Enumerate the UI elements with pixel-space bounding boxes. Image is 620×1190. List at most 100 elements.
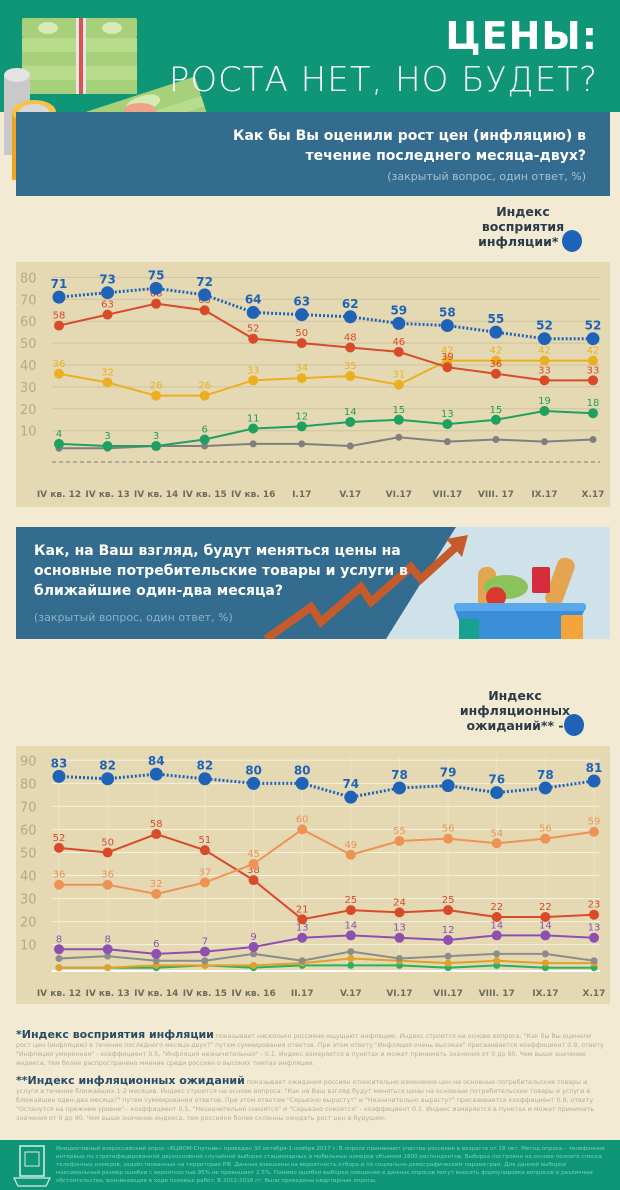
x-tick-label: IV кв. 16 <box>231 989 275 999</box>
data-point <box>493 957 501 965</box>
data-label: 8 <box>104 934 110 945</box>
data-point <box>443 833 454 844</box>
data-label: 15 <box>392 405 405 416</box>
data-point <box>393 414 404 425</box>
data-label: 13 <box>296 923 309 934</box>
data-point <box>393 346 404 357</box>
series-line <box>59 957 594 969</box>
legend-item-index: Индекс инфляционных ожиданий** - <box>440 688 590 736</box>
data-point <box>490 368 501 379</box>
data-point <box>104 952 112 960</box>
data-label: 32 <box>150 879 163 890</box>
data-label: 14 <box>344 920 357 931</box>
data-label: 82 <box>197 759 214 773</box>
series-line <box>58 832 595 921</box>
data-point <box>392 316 406 330</box>
y-tick-label: 50 <box>20 337 37 352</box>
data-label: 23 <box>588 900 601 911</box>
data-point <box>443 935 454 946</box>
data-label: 36 <box>53 870 66 881</box>
series-3: 4 3 3 6 11 12 14 15 13 15 19 18 <box>54 396 600 452</box>
data-label: 71 <box>51 277 68 291</box>
series-1: 586368655250484639363333 <box>53 289 599 386</box>
data-label: 52 <box>247 324 260 335</box>
data-point <box>295 308 309 322</box>
data-label: 21 <box>296 904 309 915</box>
data-point <box>199 877 210 888</box>
series-2: 36 32 26 26 33 34 35 31 42 42 42 42 <box>53 346 600 401</box>
data-label: 80 <box>245 763 262 777</box>
data-label: 79 <box>440 766 457 780</box>
data-point <box>151 888 162 899</box>
data-label: 73 <box>99 273 116 287</box>
data-point <box>346 442 354 450</box>
data-label: 4 <box>56 429 62 440</box>
data-point <box>298 957 306 965</box>
data-point <box>52 769 66 783</box>
data-point <box>343 310 357 324</box>
series-line <box>59 964 594 969</box>
data-point <box>587 774 601 788</box>
basket-illustration <box>263 527 610 639</box>
data-point <box>538 781 552 795</box>
y-tick-label: 10 <box>20 425 37 440</box>
question-2-text: Как, на Ваш взгляд, будут меняться цены … <box>34 543 408 599</box>
data-point <box>54 438 64 449</box>
chart-2: 10 20 30 40 50 60 70 80 90 IV кв. 12 IV кв. 13 IV к… <box>20 754 605 999</box>
data-label: 45 <box>247 849 260 860</box>
data-point <box>54 320 64 331</box>
data-point <box>248 375 259 386</box>
data-point <box>199 845 210 856</box>
data-label: 50 <box>101 837 114 848</box>
question-2-note: (закрытый вопрос, один ответ, %) <box>34 611 233 624</box>
data-label: 51 <box>199 835 212 846</box>
data-point <box>395 433 403 441</box>
data-label: 52 <box>53 833 66 844</box>
data-point <box>55 954 63 962</box>
x-tick-label: IV кв. 15 <box>183 989 227 999</box>
x-tick-label: IV кв. 13 <box>85 989 129 999</box>
data-point <box>345 342 356 353</box>
x-tick-label: VII.17 <box>433 490 463 500</box>
data-label: 7 <box>202 937 208 948</box>
series-line <box>58 409 594 448</box>
data-label: 58 <box>53 311 66 322</box>
data-point <box>248 859 259 869</box>
data-point <box>392 781 406 795</box>
chart-1: 10 20 30 40 50 60 70 80 IV кв. 12 IV кв. 13 IV кв.… <box>20 268 604 500</box>
data-point <box>54 368 64 379</box>
series-line <box>59 828 595 895</box>
data-point <box>541 950 549 958</box>
data-label: 14 <box>344 407 357 418</box>
data-point <box>347 954 355 962</box>
data-point <box>491 930 502 941</box>
data-point <box>540 930 551 941</box>
series-5 <box>55 954 598 972</box>
x-tick-label: V.17 <box>339 490 361 500</box>
data-point <box>248 333 259 344</box>
data-label: 38 <box>247 865 260 876</box>
series-line <box>58 302 593 382</box>
data-label: 18 <box>587 398 600 409</box>
data-point <box>590 957 598 965</box>
y-tick-label: 80 <box>20 777 37 792</box>
data-label: 42 <box>587 346 600 357</box>
data-label: 76 <box>488 773 505 787</box>
question-2-banner: Как, на Ваш взгляд, будут меняться цены … <box>16 527 610 639</box>
data-label: 12 <box>295 411 308 422</box>
data-point <box>442 362 453 373</box>
data-point <box>394 835 405 846</box>
x-tick-label: IV кв. 14 <box>134 490 178 500</box>
x-tick-label: VIII. 17 <box>479 989 515 999</box>
y-tick-label: 20 <box>20 916 37 931</box>
data-label: 84 <box>148 754 165 768</box>
data-point <box>201 442 209 450</box>
data-label: 63 <box>293 295 310 309</box>
x-tick-label: IV кв. 14 <box>134 989 178 999</box>
data-label: 25 <box>344 895 357 906</box>
data-point <box>151 390 162 401</box>
x-tick-label: V.17 <box>340 989 362 999</box>
series-4 <box>55 433 597 452</box>
rising-arrow-icon <box>263 544 459 639</box>
data-point <box>539 375 550 386</box>
